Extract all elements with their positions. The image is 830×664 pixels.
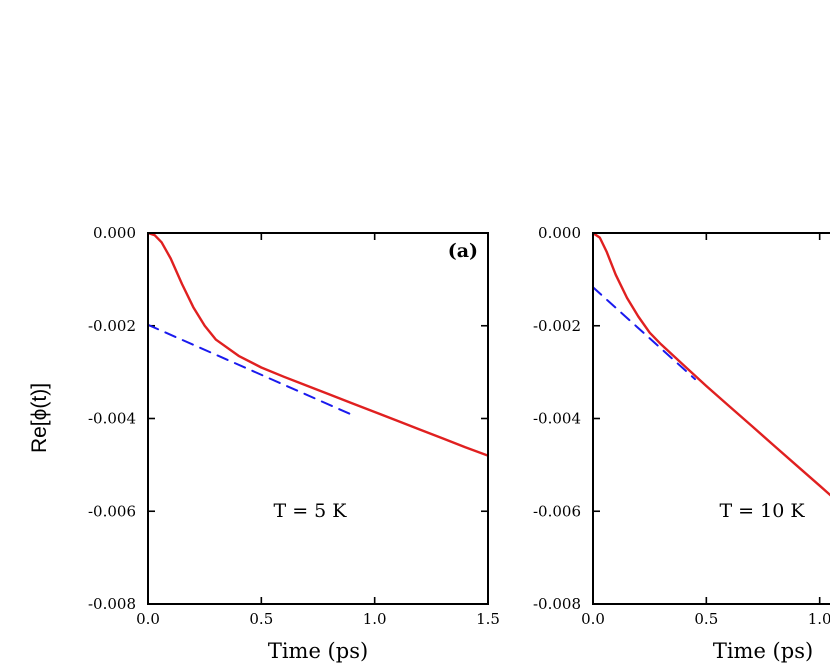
panel-a-tick-labels: 0.0 0.5 1.0 1.5 0.000 -0.002 -0.004 -0.006 -0.00…	[88, 224, 500, 628]
x-tick-label: 1.0	[808, 610, 830, 628]
y-axis-title: Re[ϕ(t)]	[28, 383, 51, 453]
y-tick-label: -0.006	[88, 502, 136, 520]
panel-a-temperature-annotation: T = 5 K	[274, 500, 348, 522]
y-tick-label: -0.002	[533, 317, 581, 335]
panel-b-tick-labels: 0.0 0.5 1.0 0.000 -0.002 -0.004 -0.006 -0.008	[533, 224, 830, 628]
y-tick-label: -0.004	[533, 410, 581, 428]
panel-b: 0.0 0.5 1.0 0.000 -0.002 -0.004 -0.006 -0.008 T…	[533, 224, 830, 663]
dashed-fit-line	[593, 286, 696, 381]
panel-a-series	[148, 233, 488, 457]
panel-a: 0.0 0.5 1.0 1.5 0.000 -0.002 -0.004 -0.006 -0.00…	[88, 224, 500, 663]
y-tick-label: -0.002	[88, 317, 136, 335]
panel-b-frame	[592, 232, 830, 605]
panel-b-temperature-annotation: T = 10 K	[719, 500, 805, 522]
solid-curve	[148, 233, 488, 457]
y-tick-label: -0.004	[88, 410, 136, 428]
y-tick-label: -0.008	[88, 595, 136, 613]
panel-b-x-axis-title: Time (ps)	[713, 639, 813, 663]
solid-curve	[593, 233, 830, 497]
y-tick-label: 0.000	[538, 224, 581, 242]
y-tick-label: -0.008	[533, 595, 581, 613]
dashed-fit-line	[148, 323, 353, 416]
y-tick-label: -0.006	[533, 502, 581, 520]
x-tick-label: 1.5	[476, 610, 500, 628]
panel-b-ticks	[592, 232, 821, 605]
panel-b-series	[593, 233, 830, 497]
panel-a-ticks	[147, 232, 489, 605]
panel-a-x-axis-title: Time (ps)	[268, 639, 368, 663]
x-tick-label: 0.5	[694, 610, 718, 628]
x-tick-label: 0.0	[581, 610, 605, 628]
x-tick-label: 0.5	[249, 610, 273, 628]
x-tick-label: 0.0	[136, 610, 160, 628]
panel-a-frame	[147, 232, 489, 605]
y-tick-label: 0.000	[93, 224, 136, 242]
x-tick-label: 1.0	[363, 610, 387, 628]
panel-a-label: (a)	[448, 240, 478, 262]
